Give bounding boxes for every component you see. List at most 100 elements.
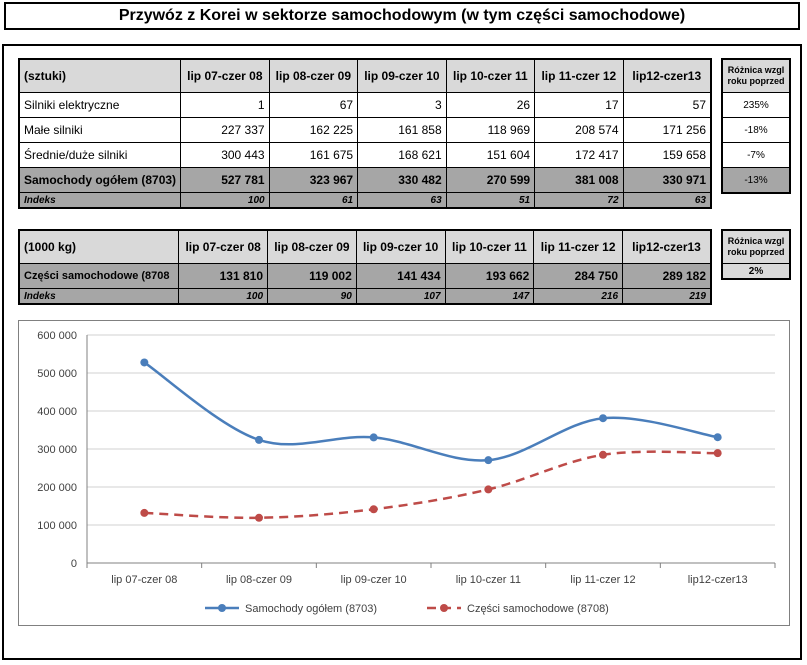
weight-table: (1000 kg) lip 07-czer 08 lip 08-czer 09 … (18, 229, 712, 305)
table-cell: 381 008 (534, 167, 624, 193)
row-label: Małe silniki (18, 117, 182, 143)
data-point (255, 435, 263, 444)
legend-label: Samochody ogółem (8703) (245, 603, 377, 615)
diff-cell: -13% (721, 167, 791, 194)
table2-col-header: lip 11-czer 12 (533, 229, 624, 264)
table-cell: 67 (268, 92, 359, 118)
table-cell: 72 (534, 192, 624, 209)
series-line-2 (144, 450, 718, 520)
table-cell: 219 (622, 288, 712, 305)
index-row: Indeks 100 90 107 147 216 219 (18, 288, 712, 305)
table-cell: 63 (622, 192, 712, 209)
table-cell: 330 971 (622, 167, 712, 193)
data-point (713, 433, 722, 442)
content-panel (2, 44, 802, 660)
table-row: Małe silniki 227 337 162 225 161 858 118… (18, 117, 712, 143)
table-cell: 161 858 (357, 117, 447, 143)
x-tick-label: lip 09-czer 10 (341, 574, 407, 586)
diff-cell: 235% (721, 92, 791, 118)
table-cell: 131 810 (178, 263, 269, 289)
legend-label: Części samochodowe (8708) (467, 603, 609, 615)
x-tick-label: lip 10-czer 11 (456, 574, 521, 586)
y-tick-label: 200 000 (37, 482, 77, 494)
table-cell: 107 (355, 288, 446, 305)
table-cell: 289 182 (622, 263, 712, 289)
table-cell: 147 (444, 288, 535, 305)
table1-col-header: lip 08-czer 09 (268, 58, 359, 93)
table-cell: 216 (533, 288, 624, 305)
row-label: Średnie/duże silniki (18, 142, 182, 168)
data-point (484, 485, 493, 494)
table-cell: 284 750 (533, 263, 624, 289)
table-cell: 300 443 (180, 142, 270, 168)
table-cell: 168 621 (357, 142, 447, 168)
y-tick-label: 0 (71, 558, 77, 570)
table1-col-header: lip 09-czer 10 (357, 58, 447, 93)
data-point (599, 450, 607, 459)
table-cell: 227 337 (180, 117, 270, 143)
data-point (484, 456, 493, 465)
row-label: Indeks (18, 192, 182, 209)
table-cell: 193 662 (444, 263, 535, 289)
row-label: Części samochodowe (8708 (18, 263, 180, 289)
table-cell: 100 (180, 192, 270, 209)
diff-header: Różnica wzgl roku poprzed (721, 229, 791, 264)
diff-cell: 2% (721, 263, 791, 280)
y-tick-label: 500 000 (37, 368, 77, 380)
table1-col-header: lip 11-czer 12 (534, 58, 624, 93)
row-label: Samochody ogółem (8703) (18, 167, 182, 193)
series-line-1 (143, 361, 718, 462)
y-tick-label: 100 000 (37, 520, 77, 532)
table2-col-header: lip 08-czer 09 (267, 229, 357, 264)
data-point (369, 505, 378, 514)
index-row: Indeks 100 61 63 51 72 63 (18, 192, 712, 209)
data-point (140, 358, 149, 367)
table-cell: 26 (445, 92, 536, 118)
legend-marker (440, 604, 448, 612)
table-row: Średnie/duże silniki 300 443 161 675 168… (18, 142, 712, 168)
table-cell: 208 574 (534, 117, 624, 143)
table-cell: 3 (357, 92, 447, 118)
data-point (255, 513, 263, 522)
table-cell: 151 604 (445, 142, 536, 168)
table-cell: 57 (622, 92, 712, 118)
total-row: Części samochodowe (8708 131 810 119 002… (18, 263, 712, 289)
table-cell: 171 256 (622, 117, 712, 143)
diff-header: Różnica wzgl roku poprzed (721, 58, 791, 93)
data-point (713, 449, 722, 458)
data-point (140, 508, 149, 517)
y-tick-label: 600 000 (37, 330, 77, 342)
row-label: Silniki elektryczne (18, 92, 182, 118)
table1-col-header: lip12-czer13 (622, 58, 712, 93)
table1-unit-header: (sztuki) (18, 58, 182, 93)
table-cell: 172 417 (534, 142, 624, 168)
table-cell: 141 434 (355, 263, 446, 289)
table-row: Silniki elektryczne 1 67 3 26 17 57 (18, 92, 712, 118)
x-tick-label: lip 08-czer 09 (226, 574, 292, 586)
table-cell: 162 225 (268, 117, 359, 143)
diff-cell: -7% (721, 142, 791, 168)
page-title: Przywóz z Korei w sektorze samochodowym … (4, 2, 800, 30)
total-row: Samochody ogółem (8703) 527 781 323 967 … (18, 167, 712, 193)
table-cell: 330 482 (357, 167, 447, 193)
table-cell: 161 675 (268, 142, 359, 168)
diff-cell: -18% (721, 117, 791, 143)
table1-col-header: lip 07-czer 08 (180, 58, 270, 93)
diff-table-2: Różnica wzgl roku poprzed 2% (721, 229, 791, 280)
table2-unit-header: (1000 kg) (18, 229, 180, 264)
table-cell: 17 (534, 92, 624, 118)
diff-table-1: Różnica wzgl roku poprzed 235% -18% -7% … (721, 58, 791, 194)
x-tick-label: lip 11-czer 12 (570, 574, 635, 586)
data-point (599, 414, 607, 423)
table-cell: 90 (267, 288, 357, 305)
table1-col-header: lip 10-czer 11 (445, 58, 536, 93)
table-cell: 61 (268, 192, 359, 209)
table2-col-header: lip12-czer13 (622, 229, 712, 264)
table-cell: 63 (357, 192, 447, 209)
x-tick-label: lip 07-czer 08 (111, 574, 177, 586)
table-cell: 118 969 (445, 117, 536, 143)
table-cell: 1 (180, 92, 270, 118)
table-cell: 159 658 (622, 142, 712, 168)
y-tick-label: 400 000 (37, 406, 77, 418)
data-point (369, 433, 378, 442)
